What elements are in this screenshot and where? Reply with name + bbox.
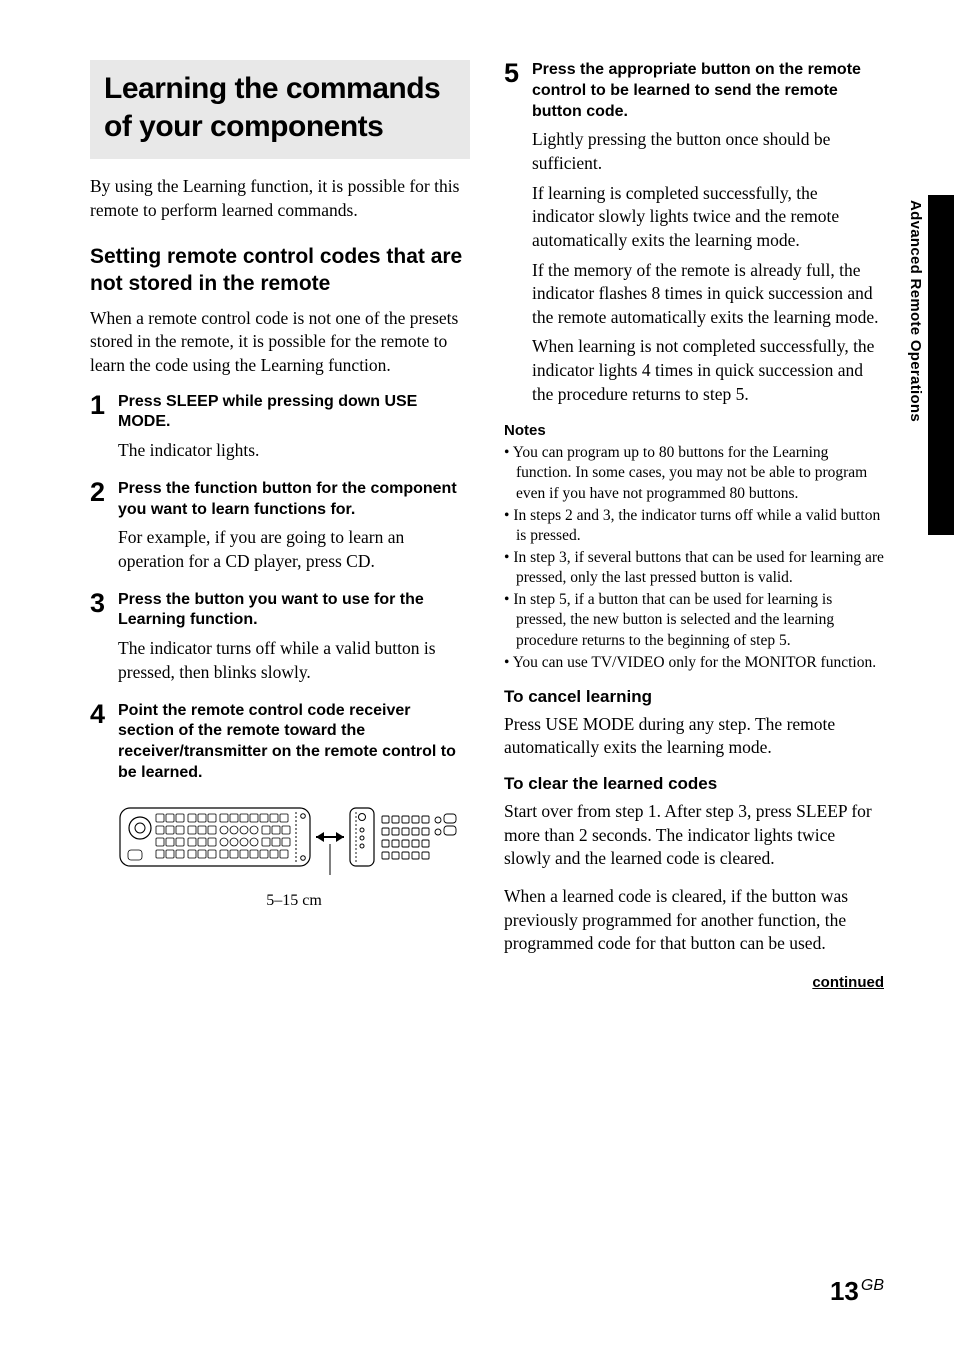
step-heading: Press the appropriate button on the remo… [532,60,884,122]
left-column: Learning the commands of your components… [90,60,470,991]
step-text: For example, if you are going to learn a… [118,526,470,573]
step-number: 2 [90,479,118,580]
clear-heading: To clear the learned codes [504,774,884,794]
note-item: You can program up to 80 buttons for the… [504,443,884,503]
step-heading: Press SLEEP while pressing down USE MODE… [118,392,470,434]
cancel-heading: To cancel learning [504,687,884,707]
note-item: You can use TV/VIDEO only for the MONITO… [504,653,884,673]
notes-list: You can program up to 80 buttons for the… [504,443,884,673]
step-heading: Press the button you want to use for the… [118,590,470,632]
section-intro: When a remote control code is not one of… [90,307,470,378]
step-number: 5 [504,60,532,412]
page-number-suffix: GB [861,1277,884,1294]
step-text: If the memory of the remote is already f… [532,259,884,330]
notes-heading: Notes [504,422,884,439]
step-heading: Press the function button for the compon… [118,479,470,521]
step-text: The indicator turns off while a valid bu… [118,637,470,684]
step-number: 4 [90,701,118,790]
section-heading: Setting remote control codes that are no… [90,244,470,297]
step-number: 1 [90,392,118,469]
diagram-caption: 5–15 cm [118,892,470,910]
step-heading: Point the remote control code receiver s… [118,701,470,784]
step-3: 3Press the button you want to use for th… [90,590,470,691]
page-number-value: 13 [830,1276,859,1306]
intro-paragraph: By using the Learning function, it is po… [90,175,470,222]
step-4: 4Point the remote control code receiver … [90,701,470,790]
step-text: If learning is completed successfully, t… [532,182,884,253]
step-number: 3 [90,590,118,691]
step-text: The indicator lights. [118,439,470,463]
remote-alignment-diagram [118,800,470,880]
step-text: When learning is not completed successfu… [532,335,884,406]
clear-text-1: Start over from step 1. After step 3, pr… [504,800,884,871]
continued-label: continued [504,974,884,991]
side-tab-label: Advanced Remote Operations [907,200,924,422]
right-column: 5 Press the appropriate button on the re… [504,60,884,991]
step-5: 5 Press the appropriate button on the re… [504,60,884,412]
note-item: In steps 2 and 3, the indicator turns of… [504,506,884,546]
note-item: In step 3, if several buttons that can b… [504,548,884,588]
note-item: In step 5, if a button that can be used … [504,590,884,650]
step-2: 2Press the function button for the compo… [90,479,470,580]
page-number: 13GB [830,1276,884,1307]
cancel-text: Press USE MODE during any step. The remo… [504,713,884,760]
clear-text-2: When a learned code is cleared, if the b… [504,885,884,956]
page-title: Learning the commands of your components [104,70,456,145]
step-text: Lightly pressing the button once should … [532,128,884,175]
title-box: Learning the commands of your components [90,60,470,159]
side-tab-marker [928,195,954,535]
step-1: 1Press SLEEP while pressing down USE MOD… [90,392,470,469]
content-columns: Learning the commands of your components… [90,60,884,991]
